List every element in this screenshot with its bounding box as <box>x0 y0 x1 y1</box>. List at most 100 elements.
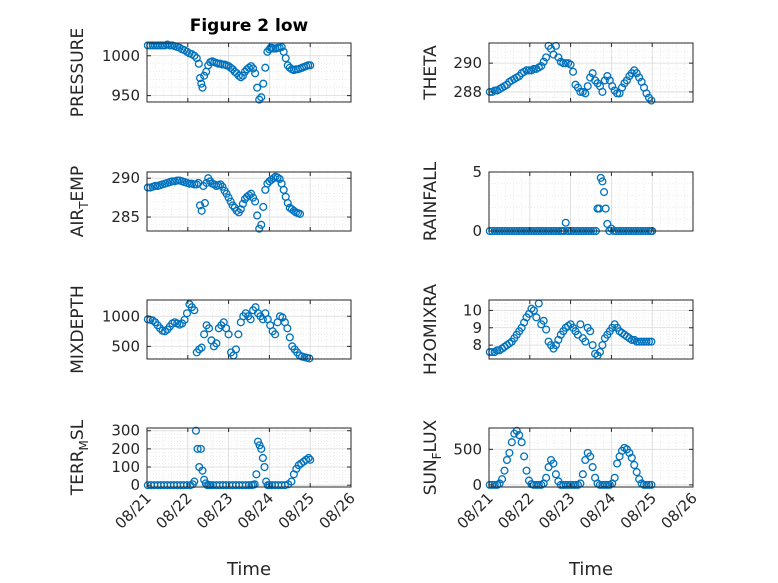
data-point <box>581 89 590 98</box>
data-series <box>143 300 314 363</box>
data-point <box>539 316 548 325</box>
data-point <box>304 453 313 463</box>
data-point <box>238 199 247 208</box>
data-point <box>285 333 294 342</box>
data-point <box>505 448 514 457</box>
data-point <box>228 201 237 210</box>
data-point <box>244 481 254 490</box>
data-point <box>244 63 254 72</box>
data-point <box>583 82 592 91</box>
data-point <box>522 466 531 475</box>
data-point <box>234 330 243 339</box>
y-tick-label: 300 <box>111 422 140 440</box>
data-point <box>485 87 494 96</box>
data-point <box>586 327 595 336</box>
data-point <box>143 183 152 192</box>
data-point <box>265 481 274 490</box>
data-point <box>635 73 644 82</box>
data-point <box>195 74 205 83</box>
y-axis-label: THETA <box>421 45 441 101</box>
data-point <box>522 66 531 75</box>
axes-box <box>146 427 352 488</box>
data-point <box>647 96 656 105</box>
data-point <box>493 346 502 355</box>
data-point <box>255 95 264 104</box>
data-point <box>532 313 541 322</box>
data-point <box>622 76 631 85</box>
data-point <box>278 313 287 322</box>
data-point <box>198 466 207 475</box>
data-point <box>502 455 512 465</box>
x-tick-label: 08/21 <box>454 489 497 532</box>
data-point <box>520 452 529 461</box>
data-point <box>549 459 558 468</box>
data-series <box>485 299 656 360</box>
x-axis-label: Time <box>226 559 271 580</box>
data-point <box>539 57 548 66</box>
data-point <box>500 466 509 475</box>
data-point <box>537 61 546 71</box>
y-tick-label: 290 <box>453 54 482 72</box>
y-axis-label: MIXDEPTH <box>68 285 88 374</box>
data-point <box>581 337 590 346</box>
data-point <box>287 477 296 486</box>
data-point <box>603 72 612 81</box>
grid <box>146 43 352 102</box>
data-point <box>200 330 209 339</box>
data-point <box>542 473 551 482</box>
data-point <box>190 306 199 315</box>
y-tick-label: 100 <box>111 458 140 476</box>
data-point <box>200 71 209 80</box>
x-tick-label: 08/21 <box>112 489 155 532</box>
data-point <box>253 211 262 220</box>
data-point <box>551 470 560 479</box>
data-point <box>603 480 612 489</box>
data-point <box>632 69 641 78</box>
data-point <box>197 79 206 88</box>
axes-box <box>488 299 694 360</box>
data-point <box>306 455 315 464</box>
y-tick-label: 8 <box>472 336 482 354</box>
y-tick-label: 5 <box>472 163 482 181</box>
data-point <box>289 206 298 215</box>
y-axis-label: TERRMSL <box>68 419 91 496</box>
x-tick-label: 08/26 <box>658 489 701 532</box>
subplot-rainfall: 0 5 RAINFALL <box>421 161 694 241</box>
data-point <box>273 173 282 182</box>
data-point <box>642 337 651 346</box>
data-point <box>277 42 286 52</box>
data-point <box>551 41 560 50</box>
y-tick-label: 950 <box>111 87 140 105</box>
x-tick-label: 08/22 <box>494 489 537 532</box>
data-point <box>255 224 264 233</box>
data-point <box>561 218 570 227</box>
axes-background <box>489 428 693 487</box>
data-point <box>259 79 268 88</box>
data-point <box>576 320 585 329</box>
data-point <box>251 69 260 78</box>
data-point <box>647 337 656 346</box>
y-tick-label: 0 <box>472 476 482 494</box>
y-axis-label: PRESSURE <box>68 28 88 117</box>
axes-box <box>146 299 352 360</box>
data-point <box>595 348 605 357</box>
y-axis-label: AIRTEMP <box>68 166 91 237</box>
data-point <box>173 176 182 185</box>
y-tick-label: 285 <box>111 208 140 226</box>
data-point <box>182 309 192 318</box>
data-point <box>576 87 585 96</box>
data-point <box>644 337 653 346</box>
data-point <box>204 324 214 333</box>
x-tick-label: 08/23 <box>535 489 578 532</box>
data-point <box>196 444 205 453</box>
data-series <box>485 41 656 105</box>
y-tick-label: 1000 <box>102 307 140 325</box>
data-point <box>588 341 597 350</box>
x-tick-label: 08/25 <box>617 489 660 532</box>
axes-box <box>146 42 352 103</box>
data-point <box>568 67 578 76</box>
data-point <box>306 61 315 70</box>
data-point <box>194 59 203 68</box>
data-point <box>642 89 651 98</box>
